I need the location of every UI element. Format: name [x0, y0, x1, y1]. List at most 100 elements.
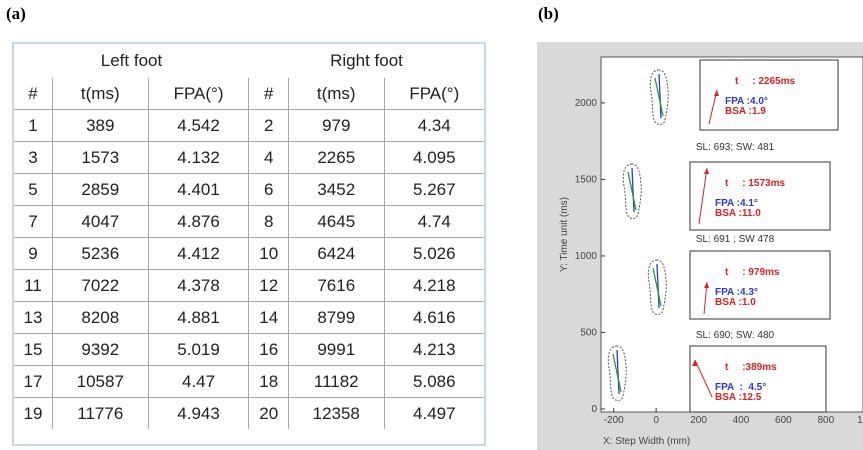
table-cell: 6: [249, 174, 288, 206]
table-cell: 18: [249, 366, 288, 398]
annotation-bsa: BSA :1.0: [715, 297, 756, 308]
table-cell: 4.412: [148, 238, 249, 270]
annotation-t: t : 1573ms: [725, 178, 785, 189]
group-header: Left foot: [14, 44, 249, 78]
x-tick-label: 400: [733, 415, 750, 426]
table-cell: 4.497: [384, 398, 484, 430]
table-cell: 10587: [52, 366, 148, 398]
annotation-bsa: BSA :11.0: [715, 208, 761, 219]
x-tick-label: 1000: [857, 415, 863, 426]
table-cell: 7022: [52, 270, 148, 302]
table-cell: 4.34: [384, 110, 484, 142]
table-row: 1170224.3781276164.218: [14, 270, 484, 302]
table-cell: 9: [14, 238, 52, 270]
y-tick-label: 1500: [575, 174, 598, 185]
table-cell: 5.086: [384, 366, 484, 398]
table-cell: 979: [288, 110, 384, 142]
group-header: Right foot: [249, 44, 484, 78]
table-cell: 4.378: [148, 270, 249, 302]
annotation-bsa: BSA :1.9: [725, 106, 766, 117]
page: (a) (b) Left footRight foot#t(ms)FPA(°)#…: [0, 0, 863, 450]
x-tick-label: 600: [775, 415, 792, 426]
table-cell: 13: [14, 302, 52, 334]
chart: -200020040060080010001200050010001500200…: [537, 42, 863, 450]
table-cell: 1573: [52, 142, 148, 174]
y-tick-label: 1000: [575, 251, 598, 262]
table-cell: 11182: [288, 366, 384, 398]
table-cell: 2265: [288, 142, 384, 174]
table-cell: 2859: [52, 174, 148, 206]
table-cell: 4.213: [384, 334, 484, 366]
table-cell: 1: [14, 110, 52, 142]
table-cell: 9392: [52, 334, 148, 366]
table-cell: 8208: [52, 302, 148, 334]
column-header: #: [249, 78, 288, 110]
annotation-t: t :389ms: [725, 362, 777, 373]
y-axis-label: Y: Time unit (ms): [559, 197, 570, 272]
table-cell: 4.943: [148, 398, 249, 430]
table-cell: 15: [14, 334, 52, 366]
table-cell: 4.401: [148, 174, 249, 206]
table-cell: 4645: [288, 206, 384, 238]
panel-label: (a): [6, 4, 26, 24]
table-cell: 12: [249, 270, 288, 302]
step-label: SL: 691 ; SW 478: [696, 234, 775, 245]
panel-label: (b): [538, 4, 559, 24]
y-tick-label: 2000: [575, 98, 598, 109]
x-tick-label: 200: [690, 415, 707, 426]
annotation-t: t : 979ms: [725, 267, 780, 278]
table-cell: 4.74: [384, 206, 484, 238]
table-cell: 5.267: [384, 174, 484, 206]
table-cell: 12358: [288, 398, 384, 430]
table-cell: 9991: [288, 334, 384, 366]
x-tick-label: 800: [817, 415, 834, 426]
table-cell: 20: [249, 398, 288, 430]
annotation-box: [700, 60, 838, 130]
table-cell: 6424: [288, 238, 384, 270]
step-label: SL: 693; SW: 481: [696, 142, 775, 153]
table-cell: 3452: [288, 174, 384, 206]
table-cell: 2: [249, 110, 288, 142]
column-header: FPA(°): [384, 78, 484, 110]
table-cell: 8799: [288, 302, 384, 334]
table-cell: 5236: [52, 238, 148, 270]
table-cell: 11776: [52, 398, 148, 430]
table-cell: 17: [14, 366, 52, 398]
annotation-box: [690, 251, 830, 319]
table-cell: 389: [52, 110, 148, 142]
table-cell: 7616: [288, 270, 384, 302]
table-cell: 10: [249, 238, 288, 270]
table-cell: 3: [14, 142, 52, 174]
column-header: t(ms): [288, 78, 384, 110]
table-cell: 11: [14, 270, 52, 302]
annotation-bsa: BSA :12.5: [715, 392, 762, 403]
table-cell: 8: [249, 206, 288, 238]
table-row: 315734.132422654.095: [14, 142, 484, 174]
column-header: t(ms): [52, 78, 148, 110]
table-cell: 4.47: [148, 366, 249, 398]
table-cell: 4.881: [148, 302, 249, 334]
table-cell: 4.132: [148, 142, 249, 174]
table-cell: 5: [14, 174, 52, 206]
table-cell: 4.095: [384, 142, 484, 174]
table-cell: 4: [249, 142, 288, 174]
column-header: FPA(°): [148, 78, 249, 110]
table-cell: 14: [249, 302, 288, 334]
column-header: #: [14, 78, 52, 110]
table-cell: 4.218: [384, 270, 484, 302]
table-cell: 19: [14, 398, 52, 430]
table-cell: 5.019: [148, 334, 249, 366]
table-cell: 4.616: [384, 302, 484, 334]
x-axis-label: X: Step Width (mm): [603, 436, 690, 447]
table-cell: 4.876: [148, 206, 249, 238]
